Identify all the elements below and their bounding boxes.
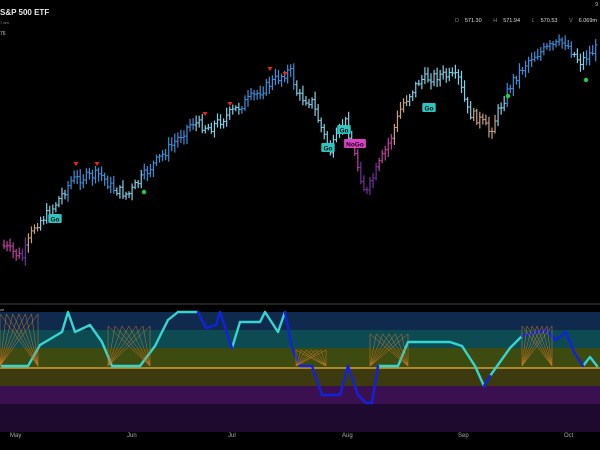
oscillator-line-nogo [196,310,585,405]
month-label-aug: Aug [342,433,353,439]
osc-cloud-2-stroke-1 [107,325,151,367]
countertrend-down-marker-4 [267,67,273,71]
countertrend-down-marker-0 [73,162,79,166]
low-key: L [531,18,535,24]
osc-cloud-4-stroke-0 [369,333,409,367]
chart-subtitle: 7.am [0,20,9,25]
osc-cloud-2-stroke-2 [107,325,151,367]
osc-cloud-4-stroke-2 [369,333,409,367]
gogo-label-text-2: NoGo [346,141,364,148]
osc-cloud-1-stroke-3 [0,313,39,367]
osc-cloud-5-stroke-3 [521,325,553,367]
osc-cloud-3-stroke-0 [295,349,327,367]
oscillator-label: ze [0,307,5,312]
top-right-readout: 9 [595,2,598,8]
oscillator-line-go [0,310,599,388]
osc-cloud-1-stroke-4 [0,313,39,367]
chart-value-left: 76 [0,31,6,37]
gogo-label-bg-1 [337,125,351,134]
osc-cloud-1-stroke-1 [0,313,39,367]
osc-cloud-5-stroke-6 [521,325,553,367]
countertrend-down-marker-2 [202,112,208,116]
month-label-oct: Oct [564,433,574,439]
osc-cloud-3-stroke-5 [295,349,327,367]
gogo-label-text-1: Go [339,127,348,134]
osc-cloud-4-stroke-4 [369,333,409,367]
osc-band-4 [0,386,600,404]
osc-cloud-4-stroke-1 [369,333,409,367]
gogo-label-bg-2 [344,139,366,148]
osc-cloud-2-stroke-4 [107,325,151,367]
osc-cloud-1-stroke-2 [0,313,39,367]
osc-cloud-5-stroke-0 [521,325,553,367]
osc-cloud-1 [0,313,39,367]
osc-cloud-3 [295,349,327,367]
ohlc-readout: O 571.30 H 571.94 L 570.53 V 6.069m [445,18,597,24]
osc-cloud-1-stroke-5 [0,313,39,367]
osc-band-1 [0,330,600,348]
osc-cloud-4-stroke-5 [369,333,409,367]
osc-band-3 [0,368,600,386]
gogo-label-bg-0 [48,214,62,223]
osc-cloud-5 [521,325,553,367]
osc-cloud-3-stroke-3 [295,349,327,367]
volume-key: V [568,18,573,24]
osc-cloud-2-stroke-3 [107,325,151,367]
countertrend-up-dot-0 [141,189,147,195]
countertrend-up-dot-1 [505,93,511,99]
gogo-label-bg-4 [422,103,436,112]
gogo-label-text-0: Go [50,216,59,223]
osc-cloud-5-stroke-1 [521,325,553,367]
gogo-label-text-3: Go [323,145,332,152]
osc-band-0 [0,312,600,330]
high-value: 571.94 [503,18,521,24]
osc-cloud-2-stroke-0 [107,325,151,367]
osc-cloud-3-stroke-4 [295,349,327,367]
month-label-sep: Sep [458,433,469,439]
countertrend-down-marker-5 [282,72,288,76]
osc-cloud-1-stroke-0 [0,313,39,367]
high-key: H [493,18,498,24]
month-label-may: May [10,433,22,439]
osc-cloud-2-stroke-5 [107,325,151,367]
countertrend-down-marker-1 [94,162,100,166]
osc-cloud-5-stroke-2 [521,325,553,367]
open-key: O [454,18,459,24]
osc-cloud-4-stroke-3 [369,333,409,367]
osc-band-5 [0,404,600,432]
osc-cloud-3-stroke-2 [295,349,327,367]
osc-cloud-2 [107,325,151,367]
osc-cloud-5-stroke-5 [521,325,553,367]
countertrend-down-marker-3 [227,102,233,106]
osc-cloud-4-stroke-6 [369,333,409,367]
month-label-jun: Jun [127,433,137,439]
osc-cloud-4 [369,333,409,367]
gogo-label-text-4: Go [424,105,433,112]
open-value: 571.30 [464,18,482,24]
low-value: 570.53 [540,18,558,24]
countertrend-up-dot-2 [583,77,589,83]
volume-value: 6.069m [578,18,597,24]
gogo-label-bg-3 [321,143,335,152]
chart-title: S&P 500 ETF [0,8,50,17]
month-label-jul: Jul [228,433,236,439]
osc-cloud-1-stroke-6 [0,313,39,367]
osc-cloud-3-stroke-1 [295,349,327,367]
osc-cloud-5-stroke-4 [521,325,553,367]
osc-cloud-3-stroke-6 [295,349,327,367]
osc-cloud-2-stroke-6 [107,325,151,367]
